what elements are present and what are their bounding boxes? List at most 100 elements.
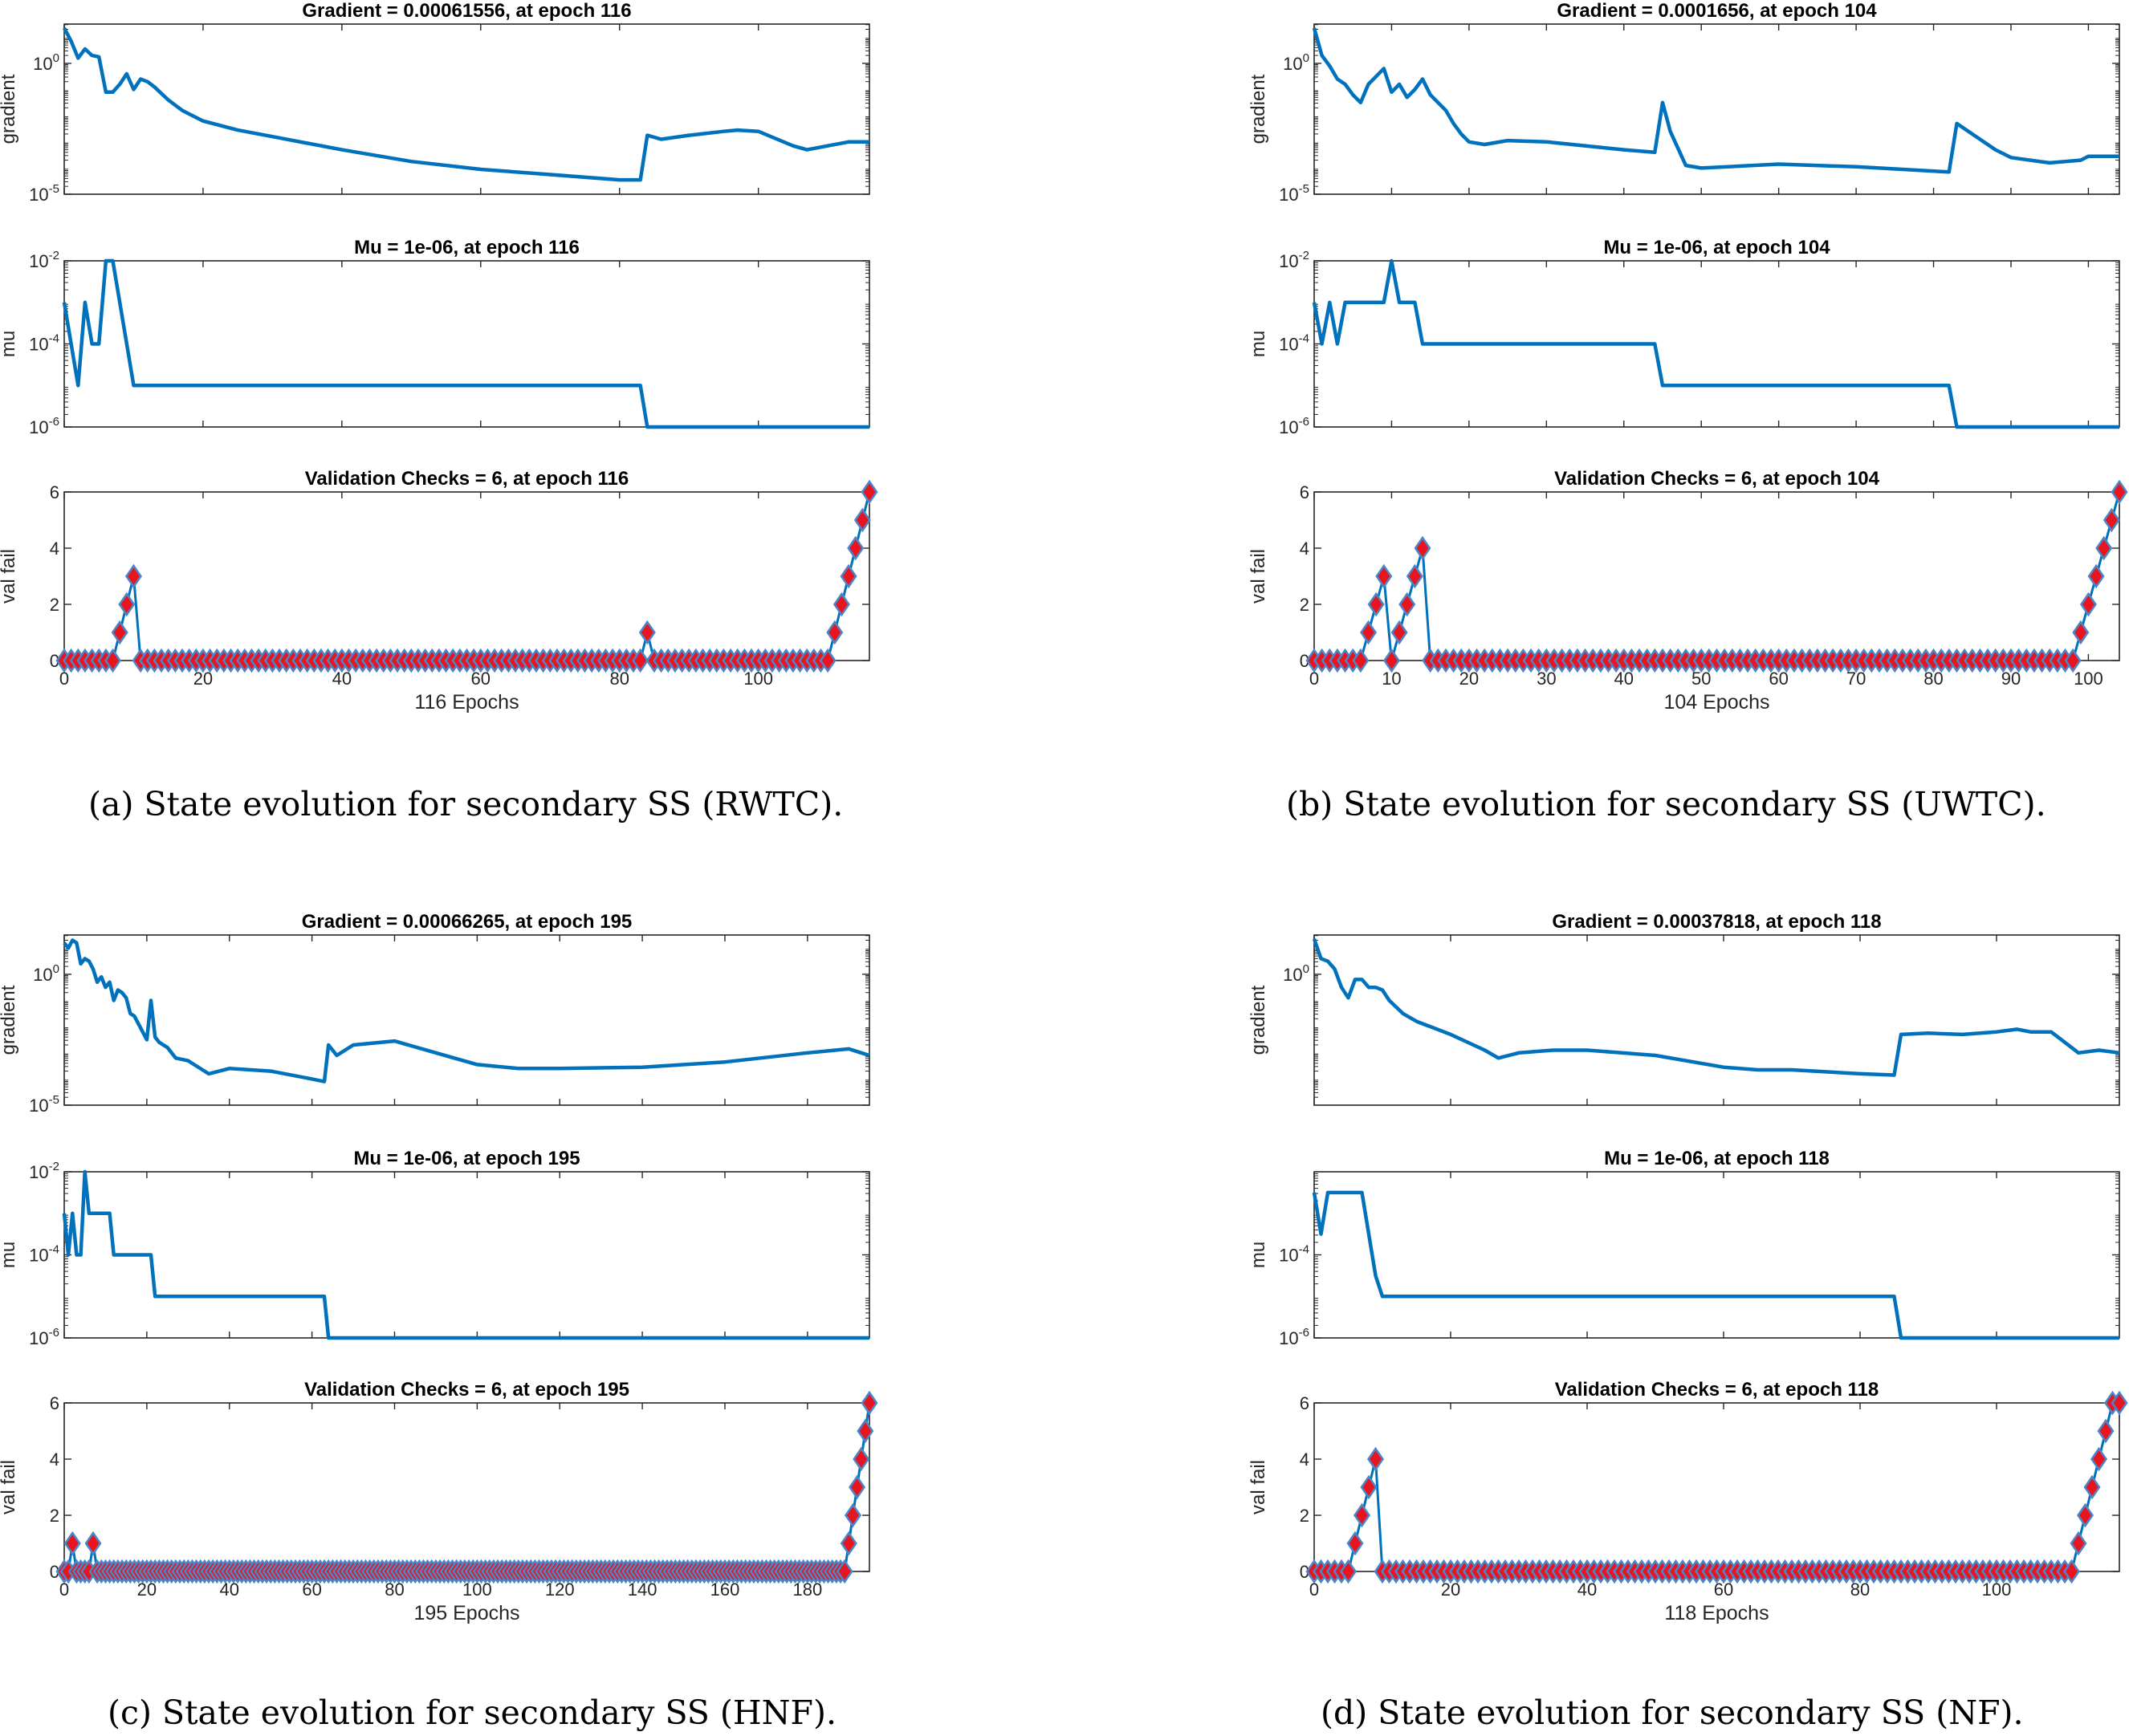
val-fail-marker xyxy=(819,648,837,673)
panel-gradient: Gradient = 0.00066265, at epoch 195 gradi… xyxy=(0,911,870,1116)
panel-title: Gradient = 0.00037818, at epoch 118 xyxy=(1552,911,1881,933)
val-fail-marker xyxy=(104,648,122,673)
x-tick-label: 80 xyxy=(385,1579,404,1600)
caption-d: (d) State evolution for secondary SS (NF… xyxy=(1321,1693,2024,1732)
y-tick-label: 10-4 xyxy=(29,332,59,355)
x-tick-label: 70 xyxy=(1846,669,1866,689)
series-gradient-line xyxy=(1312,27,2119,174)
y-tick-label: 10-4 xyxy=(1279,1243,1309,1266)
panel-title: Validation Checks = 6, at epoch 104 xyxy=(1554,468,1879,490)
y-tick-label: 2 xyxy=(1300,595,1309,615)
val-fail-marker xyxy=(847,535,865,561)
val-fail-marker xyxy=(832,592,850,617)
x-tick-label: 60 xyxy=(471,669,491,689)
x-tick-label: 20 xyxy=(1459,669,1479,689)
y-tick-label: 4 xyxy=(1300,539,1309,559)
panel-title: Mu = 1e-06, at epoch 195 xyxy=(353,1148,580,1169)
x-tick-label: 160 xyxy=(710,1579,740,1600)
panel-title: Mu = 1e-06, at epoch 116 xyxy=(354,237,580,258)
val-fail-marker xyxy=(861,1390,878,1416)
x-tick-label: 50 xyxy=(1691,669,1711,689)
x-tick-label: 80 xyxy=(1923,669,1943,689)
x-tick-label: 80 xyxy=(1850,1579,1870,1600)
y-tick-label: 10-6 xyxy=(29,415,59,437)
x-tick-label: 40 xyxy=(220,1579,239,1600)
y-tick-label: 10-5 xyxy=(29,182,59,205)
val-fail-marker xyxy=(84,1531,102,1556)
x-tick-label: 0 xyxy=(59,669,69,689)
caption-a: (a) State evolution for secondary SS (RW… xyxy=(88,785,844,823)
y-axis-label: gradient xyxy=(1248,985,1269,1055)
val-fail-marker xyxy=(2083,1474,2101,1500)
y-tick-label: 10-6 xyxy=(29,1326,59,1348)
x-tick-label: 120 xyxy=(545,1579,575,1600)
figure-panel-c: Gradient = 0.00066265, at epoch 195 gradi… xyxy=(0,911,878,1624)
val-fail-marker xyxy=(840,1531,857,1556)
x-tick-label: 100 xyxy=(2074,669,2103,689)
y-axis-label: val fail xyxy=(1248,549,1269,604)
y-tick-label: 0 xyxy=(1300,651,1309,671)
val-fail-marker xyxy=(2070,1531,2087,1556)
val-fail-marker xyxy=(2087,563,2105,589)
y-tick-label: 10-6 xyxy=(1279,1326,1309,1348)
val-fail-marker xyxy=(2095,535,2113,561)
y-tick-label: 10-2 xyxy=(29,1160,59,1182)
axes-box xyxy=(63,260,870,428)
val-fail-marker xyxy=(849,1474,866,1500)
val-fail-marker xyxy=(857,1418,874,1444)
y-axis-label: gradient xyxy=(0,74,19,144)
val-fail-marker xyxy=(1353,1502,1371,1528)
panel-mu: Mu = 1e-06, at epoch 118 mu 10-4 10-6 xyxy=(1248,1148,2120,1348)
val-fail-marker xyxy=(1360,1474,1378,1500)
x-tick-label: 100 xyxy=(1982,1579,2012,1600)
val-fail-marker xyxy=(1367,592,1385,617)
panel-title: Gradient = 0.00066265, at epoch 195 xyxy=(302,911,633,933)
panel-val: Validation Checks = 6, at epoch 104 val f… xyxy=(1248,468,2128,714)
caption-b: (b) State evolution for secondary SS (UW… xyxy=(1286,785,2046,823)
panel-gradient: Gradient = 0.00061556, at epoch 116 gradi… xyxy=(0,0,870,205)
y-tick-label: 10-5 xyxy=(29,1093,59,1116)
series-mu-line xyxy=(1312,1190,2119,1340)
x-tick-label: 100 xyxy=(462,1579,492,1600)
val-fail-marker xyxy=(2072,620,2090,645)
y-axis-label: gradient xyxy=(1248,74,1269,144)
y-tick-label: 10-2 xyxy=(29,249,59,271)
y-tick-label: 6 xyxy=(1300,482,1309,502)
val-fail-marker xyxy=(853,507,871,533)
val-fail-marker xyxy=(853,1446,870,1472)
val-fail-marker xyxy=(2064,648,2082,673)
y-tick-label: 0 xyxy=(1300,1562,1309,1582)
panel-mu: Mu = 1e-06, at epoch 195 mu 10-2 10-4 10-6 xyxy=(0,1148,870,1348)
series-mu-line xyxy=(62,1169,869,1340)
y-axis-label: mu xyxy=(0,1242,19,1268)
y-axis-label: mu xyxy=(1248,1242,1269,1268)
y-tick-label: 2 xyxy=(50,595,59,615)
val-fail-marker xyxy=(844,1502,861,1528)
val-fail-marker xyxy=(632,648,649,673)
val-fail-marker xyxy=(2111,1390,2128,1416)
y-tick-label: 6 xyxy=(50,482,59,502)
panel-val: Validation Checks = 6, at epoch 118 val f… xyxy=(1248,1379,2128,1624)
series-mu-line xyxy=(62,258,869,429)
panel-title: Validation Checks = 6, at epoch 118 xyxy=(1555,1379,1879,1401)
val-fail-marker xyxy=(1339,1559,1358,1584)
y-tick-label: 10-4 xyxy=(29,1243,59,1266)
x-tick-label: 60 xyxy=(1714,1579,1733,1600)
x-tick-label: 20 xyxy=(137,1579,157,1600)
y-tick-label: 100 xyxy=(1283,51,1309,74)
panel-title: Mu = 1e-06, at epoch 118 xyxy=(1604,1148,1830,1169)
val-fail-marker xyxy=(1346,1531,1364,1556)
val-fail-marker xyxy=(1366,1446,1385,1472)
series-gradient-line xyxy=(63,26,869,182)
x-tick-label: 140 xyxy=(628,1579,657,1600)
val-fail-marker xyxy=(124,563,142,589)
panel-gradient: Gradient = 0.0001656, at epoch 104 gradie… xyxy=(1248,0,2120,205)
y-axis-label: mu xyxy=(0,331,19,357)
axes-box xyxy=(63,491,870,661)
val-fail-marker xyxy=(1390,620,1408,645)
axes-box xyxy=(1313,1171,2120,1339)
x-tick-label: 20 xyxy=(1441,1579,1460,1600)
x-tick-label: 0 xyxy=(1309,1579,1319,1600)
panel-val: Validation Checks = 6, at epoch 195 val f… xyxy=(0,1379,878,1624)
